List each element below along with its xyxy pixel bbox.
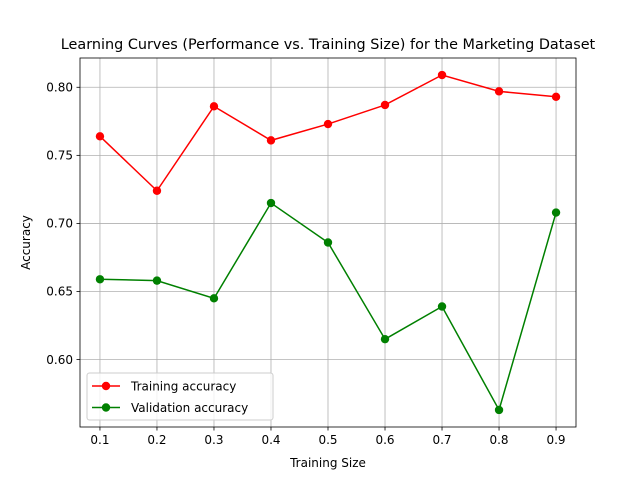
data-point bbox=[551, 92, 561, 102]
data-point bbox=[266, 198, 276, 208]
data-point bbox=[380, 334, 390, 344]
data-point bbox=[380, 100, 390, 110]
data-point bbox=[437, 302, 447, 311]
data-point bbox=[551, 208, 561, 217]
legend-label: Training accuracy bbox=[130, 379, 236, 393]
data-point bbox=[209, 294, 219, 303]
x-tick-label: 0.9 bbox=[546, 433, 565, 447]
series-layer bbox=[95, 70, 561, 415]
series-0 bbox=[95, 70, 561, 195]
legend-swatch-marker bbox=[101, 381, 111, 391]
legend-swatch-marker bbox=[101, 403, 111, 412]
x-tick-label: 0.3 bbox=[204, 433, 223, 447]
y-tick-label: 0.75 bbox=[46, 149, 73, 163]
data-point bbox=[266, 136, 276, 145]
x-tick-label: 0.6 bbox=[375, 433, 394, 447]
y-tick-label: 0.70 bbox=[46, 217, 73, 231]
x-tick-label: 0.4 bbox=[261, 433, 280, 447]
x-axis-label: Training Size bbox=[289, 456, 366, 470]
data-point bbox=[494, 405, 504, 415]
legend-box bbox=[86, 372, 274, 421]
data-point bbox=[494, 87, 504, 96]
y-axis-ticks: 0.60 0.65 0.70 0.75 0.80 bbox=[46, 80, 80, 367]
data-point bbox=[437, 70, 447, 80]
x-tick-label: 0.7 bbox=[432, 433, 451, 447]
data-point bbox=[323, 238, 333, 247]
x-tick-label: 0.1 bbox=[90, 433, 109, 447]
data-point bbox=[95, 275, 105, 284]
legend: Training accuracy Validation accuracy bbox=[86, 372, 274, 421]
x-tick-label: 0.8 bbox=[489, 433, 508, 447]
data-point bbox=[323, 119, 333, 129]
data-point bbox=[152, 186, 162, 195]
data-point bbox=[209, 102, 219, 111]
series-1 bbox=[95, 198, 561, 415]
y-tick-label: 0.80 bbox=[46, 80, 73, 94]
y-tick-label: 0.65 bbox=[46, 285, 73, 299]
x-axis-ticks: 0.1 0.2 0.3 0.4 0.5 0.6 0.7 0.8 0.9 bbox=[90, 427, 566, 447]
y-axis-label: Accuracy bbox=[19, 215, 33, 270]
chart-title: Learning Curves (Performance vs. Trainin… bbox=[61, 37, 596, 53]
data-point bbox=[152, 276, 162, 285]
y-tick-label: 0.60 bbox=[46, 353, 73, 367]
legend-label: Validation accuracy bbox=[131, 401, 248, 415]
x-tick-label: 0.5 bbox=[318, 433, 337, 447]
data-point bbox=[95, 132, 105, 141]
x-tick-label: 0.2 bbox=[147, 433, 166, 447]
